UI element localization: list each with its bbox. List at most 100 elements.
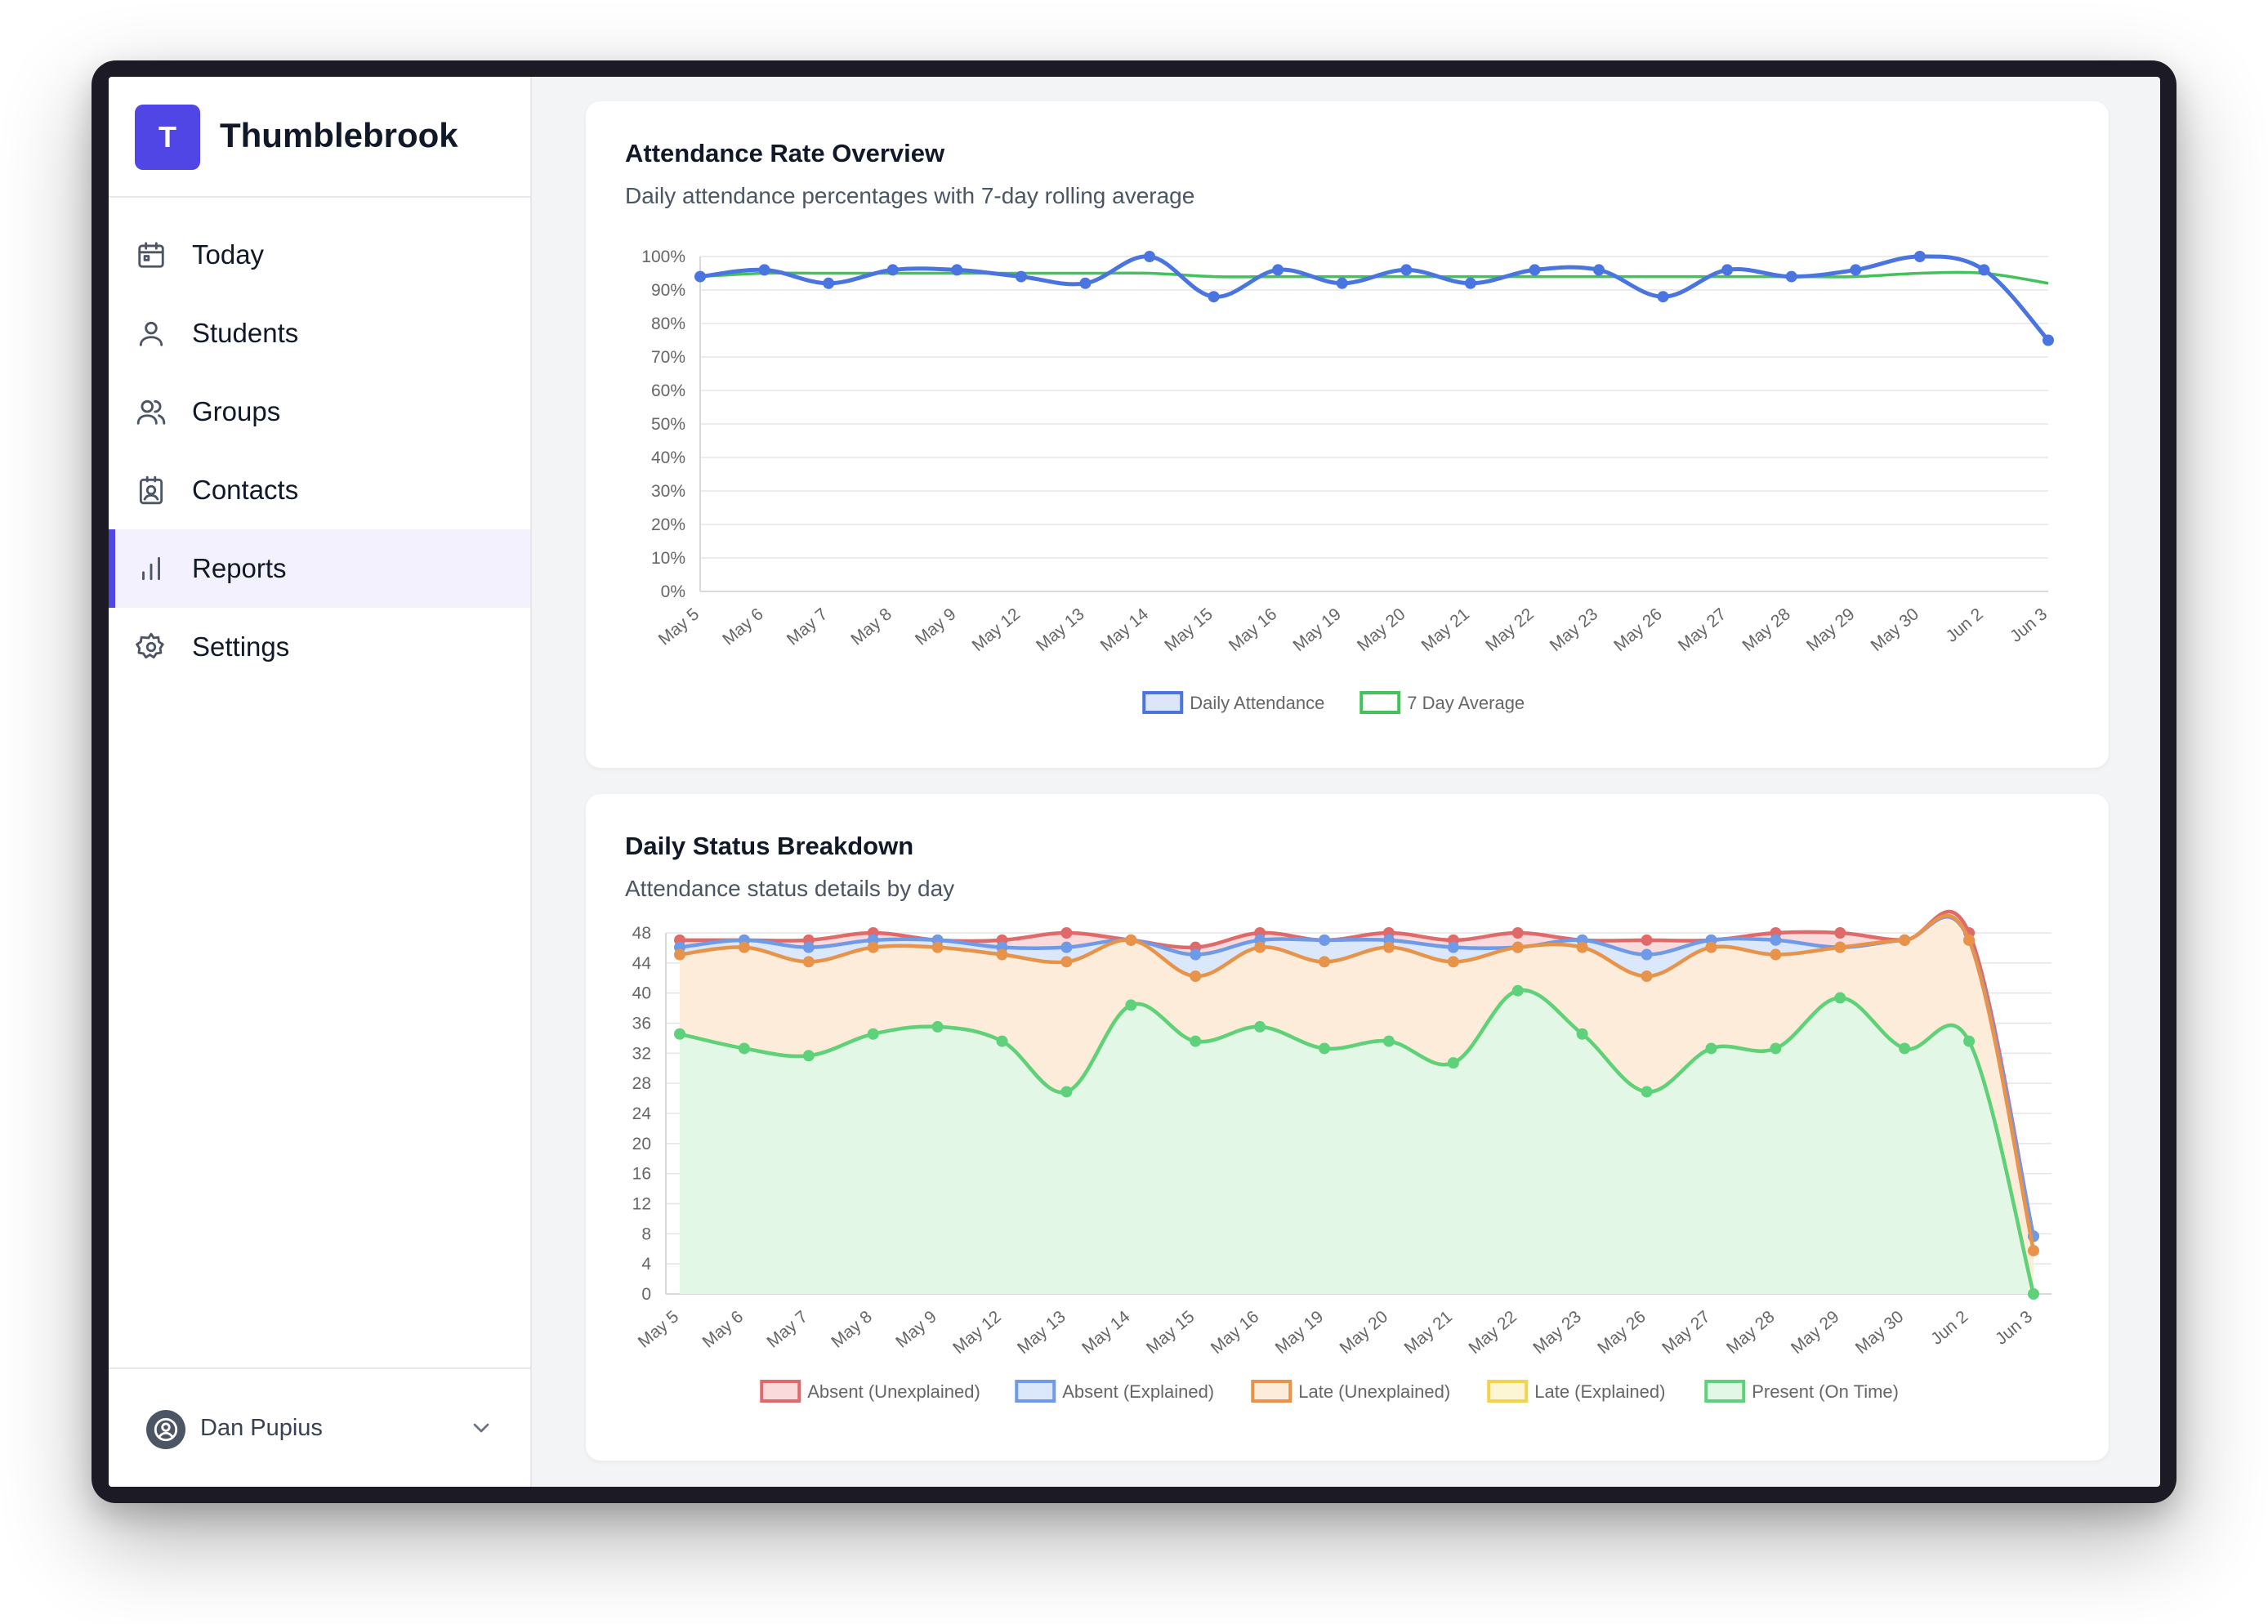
- data-point[interactable]: [1447, 941, 1459, 953]
- data-point[interactable]: [1770, 948, 1782, 961]
- legend-label[interactable]: Absent (Unexplained): [807, 1381, 980, 1402]
- legend-swatch[interactable]: [1487, 1380, 1529, 1403]
- data-point[interactable]: [1850, 264, 1862, 276]
- data-point[interactable]: [1060, 927, 1073, 939]
- data-point[interactable]: [1705, 941, 1717, 953]
- data-point[interactable]: [738, 1042, 750, 1055]
- data-point[interactable]: [1382, 941, 1395, 953]
- data-point[interactable]: [1511, 984, 1524, 997]
- data-point[interactable]: [1079, 277, 1092, 289]
- data-point[interactable]: [1963, 1035, 1976, 1047]
- data-point[interactable]: [1834, 941, 1846, 953]
- data-point[interactable]: [1705, 1042, 1717, 1055]
- data-point[interactable]: [1913, 251, 1926, 262]
- data-point[interactable]: [694, 270, 706, 283]
- data-point[interactable]: [1529, 264, 1541, 276]
- data-point[interactable]: [1785, 270, 1797, 283]
- data-point[interactable]: [1190, 948, 1202, 961]
- legend-swatch[interactable]: [1251, 1380, 1292, 1403]
- data-point[interactable]: [1447, 1057, 1459, 1069]
- legend-swatch[interactable]: [1015, 1380, 1056, 1403]
- data-point[interactable]: [931, 941, 944, 953]
- data-point[interactable]: [1125, 934, 1137, 946]
- data-point[interactable]: [1576, 941, 1588, 953]
- legend-label[interactable]: Absent (Explained): [1062, 1381, 1214, 1402]
- data-point[interactable]: [1641, 934, 1653, 946]
- data-point[interactable]: [1721, 264, 1734, 276]
- legend-swatch[interactable]: [760, 1380, 801, 1403]
- data-point[interactable]: [674, 948, 685, 961]
- data-point[interactable]: [886, 264, 899, 276]
- data-point[interactable]: [951, 264, 963, 276]
- data-point[interactable]: [1060, 941, 1073, 953]
- data-point[interactable]: [1899, 1042, 1911, 1055]
- sidebar-item-students[interactable]: Students: [109, 294, 530, 373]
- data-point[interactable]: [2028, 1288, 2039, 1300]
- data-point[interactable]: [758, 264, 770, 276]
- data-point[interactable]: [1272, 264, 1284, 276]
- data-point[interactable]: [1641, 970, 1653, 983]
- app-name[interactable]: Thumblebrook: [220, 116, 458, 154]
- data-point[interactable]: [1447, 956, 1459, 968]
- data-point[interactable]: [1060, 956, 1073, 968]
- data-point[interactable]: [1382, 1035, 1395, 1047]
- legend-swatch[interactable]: [1142, 691, 1184, 714]
- data-point[interactable]: [1641, 948, 1653, 961]
- sidebar-item-today[interactable]: Today: [109, 216, 530, 294]
- legend-label[interactable]: Daily Attendance: [1190, 693, 1324, 713]
- data-point[interactable]: [867, 1028, 879, 1040]
- data-point[interactable]: [1464, 277, 1476, 289]
- data-point[interactable]: [1641, 1086, 1653, 1098]
- legend-swatch[interactable]: [1704, 1380, 1746, 1403]
- data-point[interactable]: [1899, 934, 1911, 946]
- data-point[interactable]: [1190, 970, 1202, 983]
- data-point[interactable]: [802, 956, 815, 968]
- sidebar-item-contacts[interactable]: Contacts: [109, 451, 530, 529]
- legend-label[interactable]: Late (Explained): [1534, 1381, 1665, 1402]
- data-point[interactable]: [1511, 941, 1524, 953]
- chevron-down-icon[interactable]: [468, 1415, 494, 1441]
- data-point[interactable]: [823, 277, 835, 289]
- data-point[interactable]: [802, 941, 815, 953]
- data-point[interactable]: [1978, 264, 1990, 276]
- data-point[interactable]: [1593, 264, 1605, 276]
- data-point[interactable]: [1657, 291, 1669, 303]
- data-point[interactable]: [1834, 927, 1846, 939]
- data-point[interactable]: [1208, 291, 1220, 303]
- data-point[interactable]: [2043, 334, 2054, 346]
- data-point[interactable]: [1060, 1086, 1073, 1098]
- data-point[interactable]: [931, 1020, 944, 1033]
- data-point[interactable]: [1336, 277, 1348, 289]
- data-point[interactable]: [1125, 999, 1137, 1011]
- data-point[interactable]: [1400, 264, 1413, 276]
- legend-label[interactable]: Present (On Time): [1752, 1381, 1899, 1402]
- data-point[interactable]: [867, 941, 879, 953]
- legend-label[interactable]: Late (Unexplained): [1298, 1381, 1450, 1402]
- data-point[interactable]: [1190, 1035, 1202, 1047]
- brand-logo[interactable]: T: [135, 105, 200, 170]
- data-point[interactable]: [1770, 934, 1782, 946]
- sidebar-item-reports[interactable]: Reports: [109, 529, 530, 608]
- data-point[interactable]: [996, 1035, 1008, 1047]
- data-point[interactable]: [1319, 934, 1331, 946]
- legend-swatch[interactable]: [1359, 691, 1401, 714]
- data-point[interactable]: [1963, 934, 1976, 946]
- data-point[interactable]: [1834, 992, 1846, 1004]
- data-point[interactable]: [1254, 1020, 1266, 1033]
- data-point[interactable]: [1319, 1042, 1331, 1055]
- data-point[interactable]: [802, 1050, 815, 1062]
- data-point[interactable]: [1144, 251, 1155, 262]
- data-point[interactable]: [996, 948, 1008, 961]
- data-point[interactable]: [1319, 956, 1331, 968]
- data-point[interactable]: [738, 941, 750, 953]
- user-menu[interactable]: Dan Pupius: [109, 1367, 530, 1487]
- data-point[interactable]: [1254, 941, 1266, 953]
- data-point[interactable]: [2028, 1244, 2039, 1256]
- sidebar-item-settings[interactable]: Settings: [109, 608, 530, 686]
- sidebar-item-groups[interactable]: Groups: [109, 373, 530, 451]
- data-point[interactable]: [1511, 927, 1524, 939]
- data-point[interactable]: [1770, 1042, 1782, 1055]
- data-point[interactable]: [674, 1028, 685, 1040]
- data-point[interactable]: [1576, 1028, 1588, 1040]
- data-point[interactable]: [1015, 270, 1027, 283]
